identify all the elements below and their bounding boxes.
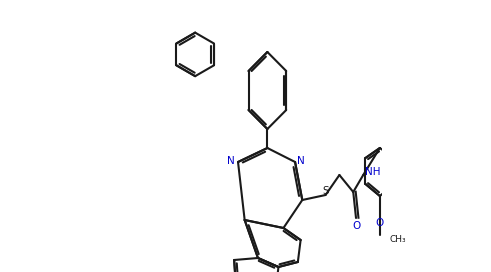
Text: CH₃: CH₃ bbox=[389, 234, 406, 244]
Text: NH: NH bbox=[365, 167, 380, 177]
Text: O: O bbox=[376, 218, 384, 228]
Text: S: S bbox=[322, 186, 329, 196]
Text: N: N bbox=[227, 156, 235, 166]
Text: N: N bbox=[297, 156, 305, 166]
Text: O: O bbox=[352, 221, 360, 231]
